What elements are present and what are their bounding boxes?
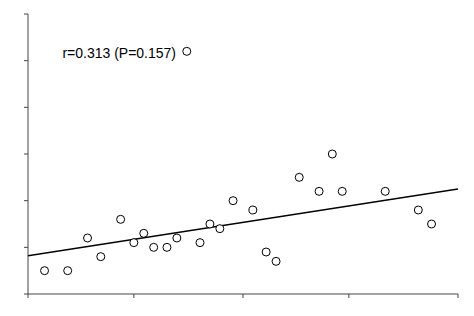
scatter-point xyxy=(84,234,92,242)
y-tick xyxy=(24,107,28,108)
scatter-point xyxy=(150,243,158,251)
scatter-point xyxy=(414,206,422,214)
scatter-point xyxy=(183,47,191,55)
x-tick xyxy=(28,294,29,298)
scatter-point xyxy=(229,197,237,205)
y-tick xyxy=(24,294,28,295)
scatter-point xyxy=(140,229,148,237)
scatter-point xyxy=(64,267,72,275)
scatter-point xyxy=(117,215,125,223)
scatter-point xyxy=(338,187,346,195)
scatter-point xyxy=(272,257,280,265)
scatter-point xyxy=(206,220,214,228)
x-tick xyxy=(458,294,459,298)
scatter-point xyxy=(163,243,171,251)
x-tick xyxy=(133,294,134,298)
y-tick xyxy=(24,154,28,155)
y-tick xyxy=(24,14,28,15)
scatter-point xyxy=(130,239,138,247)
scatter-point xyxy=(328,150,336,158)
scatter-point xyxy=(249,206,257,214)
scatter-point xyxy=(295,173,303,181)
scatter-point xyxy=(315,187,323,195)
axes xyxy=(24,14,458,298)
scatter-point xyxy=(173,234,181,242)
scatter-point xyxy=(41,267,49,275)
y-tick xyxy=(24,200,28,201)
scatter-point xyxy=(428,220,436,228)
annotation: r=0.313 (P=0.157) xyxy=(62,45,176,61)
scatter-point xyxy=(216,225,224,233)
chart-svg: r=0.313 (P=0.157) xyxy=(0,0,474,316)
x-tick xyxy=(243,294,244,298)
plot-area xyxy=(28,47,458,274)
y-tick xyxy=(24,247,28,248)
chart-container: r=0.313 (P=0.157) xyxy=(0,0,474,316)
scatter-point xyxy=(196,239,204,247)
y-tick xyxy=(24,60,28,61)
scatter-point xyxy=(97,253,105,261)
regression-line xyxy=(28,189,458,256)
x-tick xyxy=(348,294,349,298)
scatter-point xyxy=(381,187,389,195)
scatter-point xyxy=(262,248,270,256)
